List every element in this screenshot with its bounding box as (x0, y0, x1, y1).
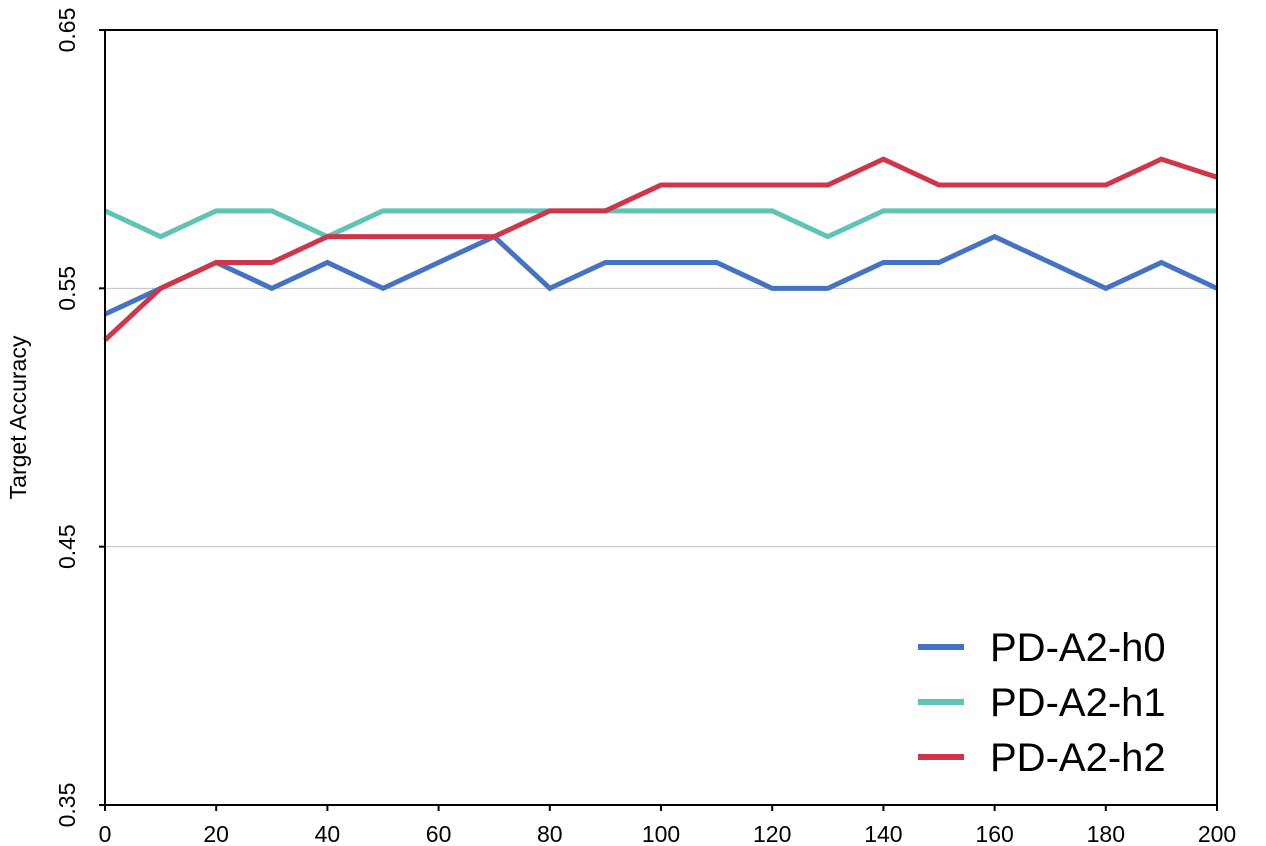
legend-label-pd-a2-h1: PD-A2-h1 (990, 681, 1166, 725)
series-line-pd-a2-h0 (103, 233, 1219, 317)
x-tick-label: 160 (975, 821, 1013, 846)
x-tick-label: 200 (1198, 821, 1236, 846)
legend: PD-A2-h0 PD-A2-h1 PD-A2-h2 (918, 626, 1166, 780)
y-tick-label: 0.45 (54, 524, 80, 569)
y-tick-label: 0.35 (54, 783, 80, 828)
x-tick-label: 180 (1087, 821, 1125, 846)
x-tick-label: 140 (864, 821, 902, 846)
x-tick-label: 100 (642, 821, 680, 846)
y-axis-title: Target Accuracy (5, 335, 31, 499)
series-line-pd-a2-h2 (103, 156, 1218, 342)
x-tick-label: 80 (537, 821, 563, 846)
legend-label-pd-a2-h0: PD-A2-h0 (990, 626, 1166, 670)
x-tick-label: 0 (99, 821, 112, 846)
series-lines (103, 156, 1219, 342)
x-tick-label: 60 (426, 821, 452, 846)
y-tick-label: 0.65 (54, 8, 80, 53)
x-tick-label: 40 (315, 821, 341, 846)
gridlines (105, 287, 1217, 548)
x-tick-label: 120 (753, 821, 791, 846)
series-line-pd-a2-h1 (103, 208, 1217, 240)
legend-label-pd-a2-h2: PD-A2-h2 (990, 736, 1166, 780)
y-tick-label: 0.55 (54, 266, 80, 311)
x-tick-label: 20 (203, 821, 229, 846)
axis-ticks: 0 20 40 60 80 100 120 140 160 180 200 0.35 0.45 0.55 0… (54, 8, 1236, 846)
